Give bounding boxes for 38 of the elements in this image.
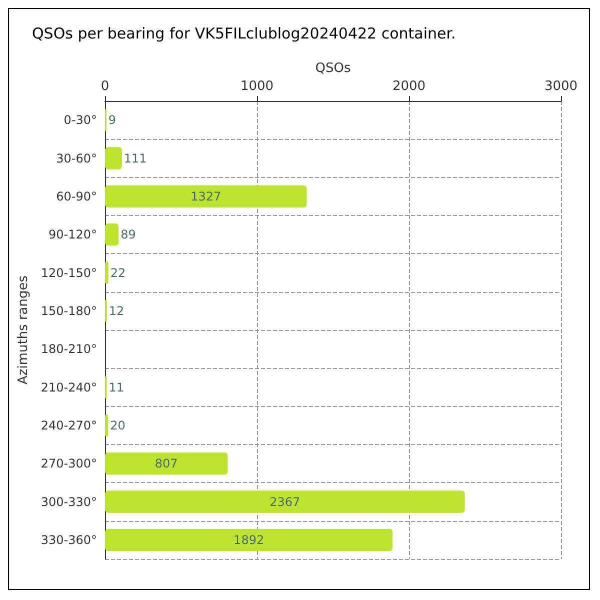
bar xyxy=(105,414,108,436)
data-label: 2367 xyxy=(270,494,300,509)
y-tick-label: 300-330° xyxy=(40,494,98,509)
y-tick-label: 90-120° xyxy=(48,228,98,242)
data-label: 9 xyxy=(108,113,116,128)
bar xyxy=(105,528,393,551)
y-tick-label: 0-30° xyxy=(64,113,98,128)
y-tick-label: 150-180° xyxy=(40,304,98,318)
y-axis-title: Azimuths ranges xyxy=(16,275,31,385)
x-tick-label: 1000 xyxy=(240,79,274,94)
y-tick-label: 270-300° xyxy=(40,456,98,471)
y-tick-label: 120-150° xyxy=(40,266,98,280)
data-label: 111 xyxy=(124,151,147,166)
data-label: 12 xyxy=(108,304,124,318)
y-tick-label: 30-60° xyxy=(56,151,98,166)
y-tick-label: 210-240° xyxy=(40,380,98,394)
bar xyxy=(105,490,465,513)
y-tick-label: 240-270° xyxy=(40,418,98,432)
bar xyxy=(105,452,228,475)
x-tick-label: 3000 xyxy=(544,79,578,94)
bar xyxy=(105,147,122,170)
y-tick-label: 60-90° xyxy=(56,189,98,204)
y-tick-label: 180-210° xyxy=(40,342,98,356)
data-label: 11 xyxy=(108,380,124,394)
y-tick-label: 330-360° xyxy=(40,532,98,547)
bar xyxy=(105,224,119,246)
x-axis-title: QSOs xyxy=(315,61,351,76)
data-label: 20 xyxy=(110,418,126,432)
x-tick-label: 0 xyxy=(100,79,110,94)
x-tick-label: 2000 xyxy=(392,79,426,94)
data-label: 1892 xyxy=(234,532,264,547)
bar xyxy=(105,185,307,208)
data-label: 89 xyxy=(120,228,136,242)
data-label: 1327 xyxy=(190,189,222,204)
data-label: 807 xyxy=(154,456,178,471)
chart-title: QSOs per bearing for VK5FILclublog20240422 container. xyxy=(32,24,456,42)
bar xyxy=(105,262,108,284)
data-label: 22 xyxy=(110,266,126,280)
